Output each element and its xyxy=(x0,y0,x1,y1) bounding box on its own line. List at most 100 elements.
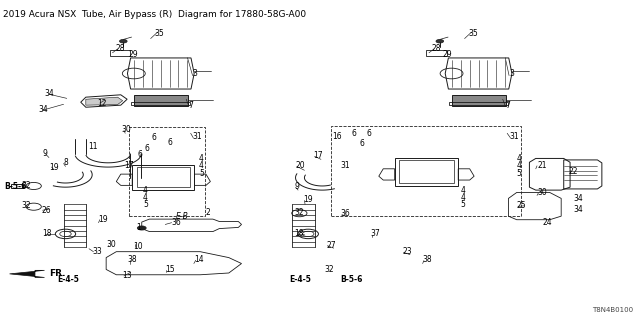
Text: 17: 17 xyxy=(124,161,134,170)
Bar xyxy=(331,126,521,216)
Text: 14: 14 xyxy=(194,255,204,264)
Text: 4: 4 xyxy=(461,186,466,195)
Text: 9: 9 xyxy=(294,182,299,191)
Text: 25: 25 xyxy=(516,201,526,210)
Text: 7: 7 xyxy=(505,101,510,110)
Bar xyxy=(110,50,131,56)
Text: 19: 19 xyxy=(49,163,59,172)
Text: 4: 4 xyxy=(199,161,204,170)
Text: 12: 12 xyxy=(97,99,107,108)
Circle shape xyxy=(436,39,444,43)
Text: 6: 6 xyxy=(167,138,172,147)
Text: 33: 33 xyxy=(92,247,102,256)
Text: 38: 38 xyxy=(422,255,432,264)
Text: 32: 32 xyxy=(324,265,334,274)
Text: 23: 23 xyxy=(403,247,412,256)
Text: 6: 6 xyxy=(144,144,149,153)
Circle shape xyxy=(138,226,146,230)
Bar xyxy=(12,184,23,188)
Text: 6: 6 xyxy=(152,133,157,142)
Text: 6: 6 xyxy=(359,139,364,148)
Bar xyxy=(129,127,205,216)
Text: 30: 30 xyxy=(122,125,131,134)
Text: 2019 Acura NSX  Tube, Air Bypass (R)  Diagram for 17880-58G-A00: 2019 Acura NSX Tube, Air Bypass (R) Diag… xyxy=(3,10,307,19)
Text: 34: 34 xyxy=(574,205,584,214)
Text: 6: 6 xyxy=(367,129,372,138)
Text: B-5-6: B-5-6 xyxy=(4,182,27,191)
Text: 31: 31 xyxy=(340,161,349,170)
Text: 34: 34 xyxy=(45,89,54,98)
Text: 32: 32 xyxy=(21,181,31,190)
Text: 32: 32 xyxy=(294,208,304,217)
Text: 31: 31 xyxy=(509,132,518,141)
Text: 15: 15 xyxy=(165,265,175,274)
Text: 36: 36 xyxy=(340,209,350,218)
Text: 17: 17 xyxy=(314,151,323,160)
Bar xyxy=(134,94,188,106)
Text: 18: 18 xyxy=(294,229,304,238)
Text: 28: 28 xyxy=(116,44,125,53)
Text: 4: 4 xyxy=(516,161,522,170)
Text: 38: 38 xyxy=(128,255,138,264)
Text: 5: 5 xyxy=(516,169,522,178)
Text: 4: 4 xyxy=(143,186,148,195)
Bar xyxy=(137,167,190,187)
Text: E-B: E-B xyxy=(176,212,189,221)
Bar xyxy=(426,50,447,56)
Text: 16: 16 xyxy=(332,132,342,141)
Text: 29: 29 xyxy=(443,50,452,59)
Text: E-4-5: E-4-5 xyxy=(289,275,311,284)
Polygon shape xyxy=(10,270,45,277)
Text: 6: 6 xyxy=(351,129,356,138)
Text: 20: 20 xyxy=(296,161,305,170)
Text: B-5-6: B-5-6 xyxy=(340,275,362,284)
Text: 37: 37 xyxy=(371,229,380,238)
Text: 27: 27 xyxy=(326,241,335,250)
Text: 11: 11 xyxy=(88,142,97,151)
Text: 4: 4 xyxy=(516,154,522,163)
Text: 3: 3 xyxy=(509,69,514,78)
Text: 1: 1 xyxy=(137,223,141,233)
Text: 30: 30 xyxy=(106,240,116,249)
Text: 34: 34 xyxy=(38,105,48,114)
Bar xyxy=(395,158,458,186)
Text: 19: 19 xyxy=(99,215,108,224)
Bar xyxy=(131,102,190,106)
Text: 4: 4 xyxy=(461,193,466,202)
Text: 19: 19 xyxy=(303,196,313,204)
Bar xyxy=(399,160,454,183)
Bar xyxy=(132,164,195,190)
Text: 3: 3 xyxy=(193,69,198,78)
Text: 32: 32 xyxy=(21,201,31,210)
Text: 18: 18 xyxy=(43,229,52,238)
Text: 36: 36 xyxy=(172,218,181,227)
Text: 21: 21 xyxy=(537,161,547,170)
Text: 34: 34 xyxy=(574,194,584,203)
Text: 8: 8 xyxy=(63,158,68,167)
Text: 22: 22 xyxy=(569,167,579,176)
Text: 10: 10 xyxy=(134,242,143,251)
Text: 35: 35 xyxy=(154,29,164,38)
Text: 30: 30 xyxy=(537,188,547,197)
Text: 28: 28 xyxy=(431,44,441,53)
Text: 29: 29 xyxy=(129,50,138,59)
Text: 31: 31 xyxy=(193,132,202,141)
Text: 24: 24 xyxy=(542,218,552,227)
Text: 5: 5 xyxy=(143,200,148,209)
Text: 26: 26 xyxy=(42,206,51,215)
Text: 6: 6 xyxy=(138,150,143,159)
Circle shape xyxy=(120,39,127,43)
Text: 5: 5 xyxy=(199,169,204,178)
Text: 7: 7 xyxy=(189,101,194,110)
Text: E-4-5: E-4-5 xyxy=(57,275,79,284)
Text: 2: 2 xyxy=(205,208,210,217)
Text: 13: 13 xyxy=(123,271,132,280)
Text: 4: 4 xyxy=(199,154,204,163)
Text: 35: 35 xyxy=(468,29,478,38)
Text: T8N4B0100: T8N4B0100 xyxy=(593,307,634,313)
Bar xyxy=(449,102,508,106)
Text: 5: 5 xyxy=(461,200,466,209)
Polygon shape xyxy=(86,97,123,105)
Bar xyxy=(452,94,506,106)
Text: 4: 4 xyxy=(143,193,148,202)
